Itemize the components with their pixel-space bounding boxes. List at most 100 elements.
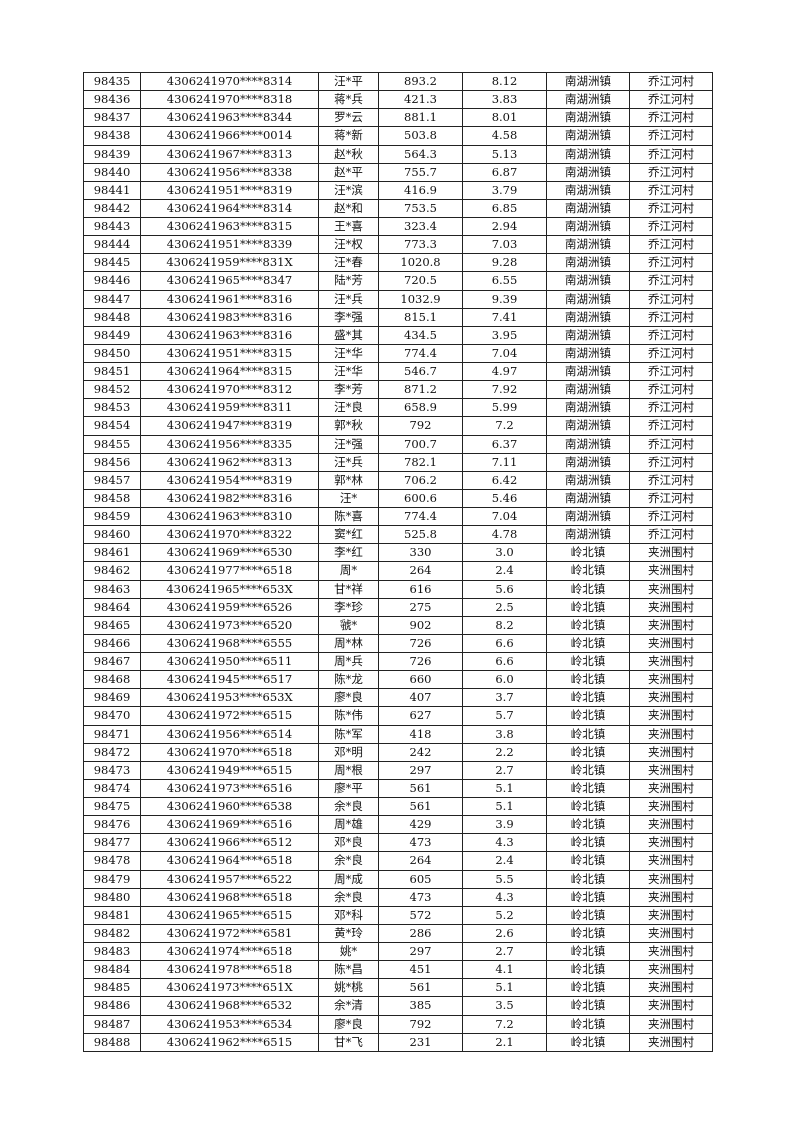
row-number-cell: 98475 [83,796,141,817]
id-number-cell: 4306241969****6516 [140,815,319,835]
id-number-cell: 4306241949****6515 [140,760,319,780]
town-cell: 南湖洲镇 [546,506,630,527]
row-number-cell: 98458 [83,488,141,509]
amount-cell: 434.5 [378,325,463,345]
value-cell: 2.4 [462,851,547,871]
value-cell: 8.01 [462,108,547,128]
amount-cell: 561 [378,978,463,998]
amount-cell: 600.6 [378,488,463,509]
name-cell: 陈*军 [318,724,379,744]
table-row: 98488 4306241962****6515 甘*飞 231 2.1 岭北镇 夹洲围村 [83,1032,713,1052]
row-number-cell: 98485 [83,978,141,998]
town-cell: 南湖洲镇 [546,416,630,436]
id-number-cell: 4306241964****8315 [140,361,319,382]
village-cell: 夹洲围村 [629,796,713,817]
village-cell: 乔江河村 [629,144,713,164]
village-cell: 夹洲围村 [629,579,713,599]
table-row: 98469 4306241953****653X 廖*良 407 3.7 岭北镇 夹洲围村 [83,688,713,708]
village-cell: 乔江河村 [629,126,713,146]
value-cell: 6.6 [462,633,547,654]
row-number-cell: 98483 [83,941,141,962]
village-cell: 乔江河村 [629,361,713,382]
name-cell: 汪* [318,488,379,509]
amount-cell: 429 [378,815,463,835]
name-cell: 赵*和 [318,198,379,219]
village-cell: 夹洲围村 [629,887,713,907]
value-cell: 5.1 [462,778,547,799]
amount-cell: 561 [378,796,463,817]
id-number-cell: 4306241977****6518 [140,561,319,581]
table-row: 98485 4306241973****651X 姚*桃 561 5.1 岭北镇 夹洲围村 [83,978,713,998]
name-cell: 李*珍 [318,597,379,617]
value-cell: 6.37 [462,434,547,454]
amount-cell: 525.8 [378,525,463,545]
amount-cell: 286 [378,923,463,944]
row-number-cell: 98478 [83,851,141,871]
name-cell: 周*兵 [318,651,379,672]
village-cell: 夹洲围村 [629,851,713,871]
town-cell: 岭北镇 [546,633,630,654]
village-cell: 乔江河村 [629,198,713,219]
name-cell: 周*根 [318,760,379,780]
amount-cell: 385 [378,996,463,1016]
village-cell: 夹洲围村 [629,833,713,853]
table-row: 98479 4306241957****6522 周*成 605 5.5 岭北镇 夹洲围村 [83,869,713,889]
name-cell: 汪*兵 [318,289,379,309]
id-number-cell: 4306241957****6522 [140,869,319,889]
amount-cell: 660 [378,670,463,690]
records-table: 98435 4306241970****8314 汪*平 893.2 8.12 南湖洲镇乔… [83,71,713,1052]
value-cell: 8.2 [462,615,547,635]
id-number-cell: 4306241970****8318 [140,90,319,110]
value-cell: 5.1 [462,796,547,817]
name-cell: 汪*良 [318,398,379,418]
village-cell: 夹洲围村 [629,923,713,944]
name-cell: 汪*强 [318,434,379,454]
table-row: 98465 4306241973****6520 虢* 902 8.2 岭北镇 夹洲围村 [83,615,713,635]
row-number-cell: 98468 [83,670,141,690]
id-number-cell: 4306241970****6518 [140,742,319,762]
village-cell: 夹洲围村 [629,960,713,980]
town-cell: 南湖洲镇 [546,452,630,472]
table-row: 98451 4306241964****8315 汪*华 546.7 4.97 南湖洲镇乔… [83,361,713,382]
name-cell: 赵*秋 [318,144,379,164]
name-cell: 周*林 [318,633,379,654]
town-cell: 南湖洲镇 [546,289,630,309]
name-cell: 郭*林 [318,470,379,490]
id-number-cell: 4306241965****653X [140,579,319,599]
amount-cell: 700.7 [378,434,463,454]
row-number-cell: 98441 [83,180,141,200]
name-cell: 周*成 [318,869,379,889]
table-row: 98436 4306241970****8318 蒋*兵 421.3 3.83 南湖洲镇乔… [83,90,713,110]
value-cell: 3.79 [462,180,547,200]
row-number-cell: 98440 [83,162,141,182]
town-cell: 南湖洲镇 [546,470,630,490]
name-cell: 廖*良 [318,688,379,708]
value-cell: 6.0 [462,670,547,690]
id-number-cell: 4306241956****8338 [140,162,319,182]
town-cell: 岭北镇 [546,923,630,944]
village-cell: 乔江河村 [629,216,713,237]
value-cell: 7.04 [462,506,547,527]
village-cell: 乔江河村 [629,470,713,490]
table-row: 98472 4306241970****6518 邓*明 242 2.2 岭北镇 夹洲围村 [83,742,713,762]
name-cell: 余*良 [318,851,379,871]
village-cell: 夹洲围村 [629,561,713,581]
amount-cell: 605 [378,869,463,889]
amount-cell: 726 [378,633,463,654]
town-cell: 岭北镇 [546,579,630,599]
value-cell: 6.6 [462,651,547,672]
row-number-cell: 98462 [83,561,141,581]
row-number-cell: 98486 [83,996,141,1016]
value-cell: 6.42 [462,470,547,490]
value-cell: 7.04 [462,343,547,364]
village-cell: 夹洲围村 [629,670,713,690]
village-cell: 乔江河村 [629,307,713,327]
amount-cell: 242 [378,742,463,762]
village-cell: 夹洲围村 [629,688,713,708]
id-number-cell: 4306241964****6518 [140,851,319,871]
amount-cell: 323.4 [378,216,463,237]
row-number-cell: 98456 [83,452,141,472]
value-cell: 4.78 [462,525,547,545]
id-number-cell: 4306241953****6534 [140,1014,319,1034]
town-cell: 岭北镇 [546,615,630,635]
